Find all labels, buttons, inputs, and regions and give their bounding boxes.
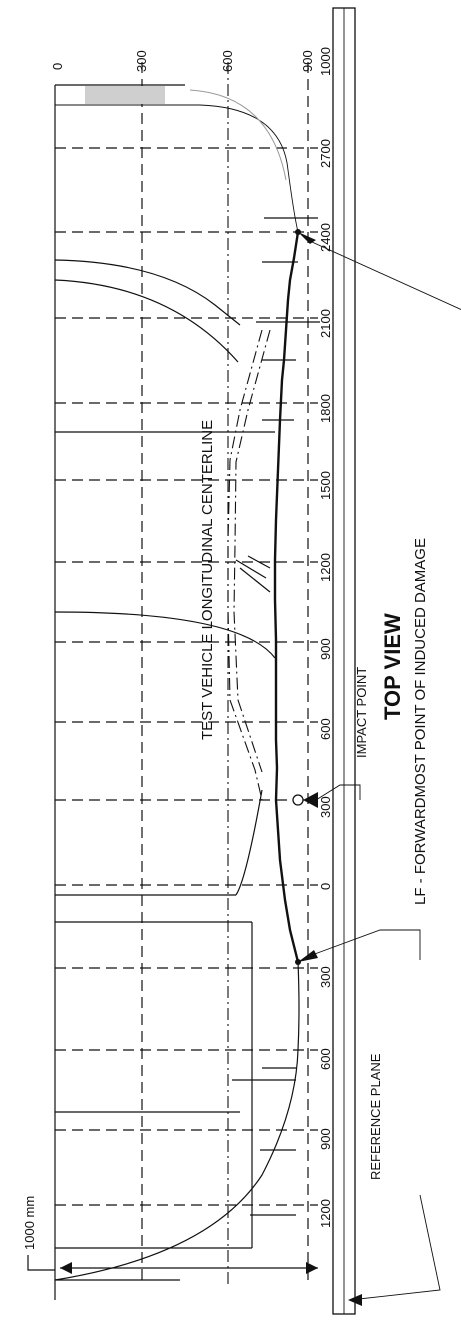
top-view-label: TOP VIEW bbox=[380, 613, 405, 720]
long-tick-900: 900 bbox=[318, 638, 333, 660]
damage-fragments bbox=[232, 217, 320, 1216]
original-front-outline bbox=[55, 104, 299, 233]
lateral-tick-1000: 1000 bbox=[318, 47, 333, 76]
long-tick-2100: 2100 bbox=[318, 309, 333, 338]
long-tick-900-rear: 900 bbox=[318, 1128, 333, 1150]
long-tick-1200-rear: 1200 bbox=[318, 1199, 333, 1228]
crush-profile-line bbox=[273, 231, 300, 963]
lateral-tick-600: 600 bbox=[220, 50, 235, 72]
reference-plane-label: REFERENCE PLANE bbox=[368, 1053, 383, 1180]
bumper-shading bbox=[85, 86, 165, 104]
long-tick-1200: 1200 bbox=[318, 553, 333, 582]
width-dimension-label: 1000 mm bbox=[22, 1196, 37, 1250]
longitudinal-grid-lines bbox=[55, 147, 318, 1206]
lateral-tick-900: 900 bbox=[300, 50, 315, 72]
centerline-label: TEST VEHICLE LONGITUDINAL CENTERLINE bbox=[199, 420, 216, 740]
lateral-grid-lines bbox=[141, 62, 309, 1285]
long-tick-2700: 2700 bbox=[318, 139, 333, 168]
long-tick-2400: 2400 bbox=[318, 223, 333, 252]
lf-damage-label: LF - FORWARDMOST POINT OF INDUCED DAMAGE bbox=[412, 538, 429, 905]
vehicle-outline-frame bbox=[54, 84, 185, 1281]
lateral-tick-0: 0 bbox=[50, 63, 65, 70]
lf-damage-marker bbox=[295, 229, 461, 311]
reference-plane-leader bbox=[348, 1194, 441, 1306]
longitudinal-tick-labels: 2700 2400 2100 1800 1500 1200 900 600 30… bbox=[318, 139, 333, 1228]
long-tick-0: 0 bbox=[318, 883, 333, 890]
long-tick-1800: 1800 bbox=[318, 394, 333, 423]
long-tick-600: 600 bbox=[318, 718, 333, 740]
projected-damage-lines bbox=[227, 329, 271, 801]
impact-point-marker bbox=[292, 784, 361, 808]
inner-structure-lines bbox=[54, 259, 276, 1249]
long-tick-600-rear: 600 bbox=[318, 1048, 333, 1070]
impact-point-label: IMPACT POINT bbox=[354, 667, 369, 758]
original-rear-outline bbox=[54, 961, 300, 1281]
long-tick-300-rear: 300 bbox=[318, 966, 333, 988]
lateral-tick-300: 300 bbox=[134, 50, 149, 72]
long-tick-1500: 1500 bbox=[318, 471, 333, 500]
rear-damage-marker bbox=[295, 929, 421, 965]
width-dimension-arrow bbox=[27, 1255, 318, 1300]
long-tick-300: 300 bbox=[318, 796, 333, 818]
